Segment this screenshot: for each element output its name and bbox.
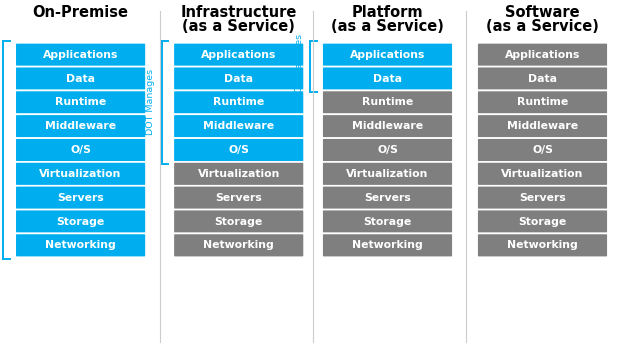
Text: Data: Data xyxy=(66,73,95,84)
FancyBboxPatch shape xyxy=(174,43,304,67)
FancyBboxPatch shape xyxy=(477,233,608,257)
Text: Storage: Storage xyxy=(215,216,263,227)
Text: Data: Data xyxy=(224,73,253,84)
Text: Applications: Applications xyxy=(350,50,425,60)
FancyBboxPatch shape xyxy=(174,186,304,210)
FancyBboxPatch shape xyxy=(322,67,453,90)
Text: Runtime: Runtime xyxy=(517,97,568,107)
Text: Runtime: Runtime xyxy=(213,97,264,107)
Text: Runtime: Runtime xyxy=(55,97,106,107)
Text: Software: Software xyxy=(505,5,580,20)
Text: Networking: Networking xyxy=(352,240,423,250)
Text: Virtualization: Virtualization xyxy=(347,169,428,179)
FancyBboxPatch shape xyxy=(477,210,608,233)
Text: Servers: Servers xyxy=(215,193,262,203)
Text: Storage: Storage xyxy=(56,216,105,227)
Text: Applications: Applications xyxy=(43,50,118,60)
FancyBboxPatch shape xyxy=(322,210,453,233)
Text: (as a Service): (as a Service) xyxy=(331,19,444,34)
FancyBboxPatch shape xyxy=(16,186,146,210)
Text: O/S: O/S xyxy=(228,145,249,155)
FancyBboxPatch shape xyxy=(477,43,608,67)
FancyBboxPatch shape xyxy=(322,43,453,67)
Text: Middleware: Middleware xyxy=(203,121,274,131)
FancyBboxPatch shape xyxy=(322,186,453,210)
Text: Middleware: Middleware xyxy=(45,121,116,131)
FancyBboxPatch shape xyxy=(174,114,304,138)
FancyBboxPatch shape xyxy=(174,90,304,114)
Text: Applications: Applications xyxy=(201,50,277,60)
Text: (as a Service): (as a Service) xyxy=(182,19,295,34)
Text: Platform: Platform xyxy=(352,5,423,20)
Text: Runtime: Runtime xyxy=(362,97,413,107)
FancyBboxPatch shape xyxy=(477,114,608,138)
FancyBboxPatch shape xyxy=(16,90,146,114)
FancyBboxPatch shape xyxy=(174,233,304,257)
FancyBboxPatch shape xyxy=(16,43,146,67)
FancyBboxPatch shape xyxy=(477,138,608,162)
FancyBboxPatch shape xyxy=(322,162,453,186)
Text: Storage: Storage xyxy=(363,216,412,227)
Text: Data: Data xyxy=(528,73,557,84)
FancyBboxPatch shape xyxy=(16,162,146,186)
FancyBboxPatch shape xyxy=(174,138,304,162)
Text: Virtualization: Virtualization xyxy=(40,169,122,179)
FancyBboxPatch shape xyxy=(16,114,146,138)
Text: Virtualization: Virtualization xyxy=(502,169,583,179)
FancyBboxPatch shape xyxy=(16,67,146,90)
Text: Servers: Servers xyxy=(519,193,566,203)
Text: Infrastructure: Infrastructure xyxy=(180,5,297,20)
Text: Middleware: Middleware xyxy=(352,121,423,131)
Text: O/S: O/S xyxy=(377,145,398,155)
FancyBboxPatch shape xyxy=(322,114,453,138)
FancyBboxPatch shape xyxy=(16,233,146,257)
Text: Virtualization: Virtualization xyxy=(198,169,280,179)
Text: DOT Manages: DOT Manages xyxy=(146,69,155,136)
FancyBboxPatch shape xyxy=(477,186,608,210)
Text: (as a Service): (as a Service) xyxy=(486,19,599,34)
Text: Servers: Servers xyxy=(364,193,411,203)
FancyBboxPatch shape xyxy=(16,138,146,162)
Text: Networking: Networking xyxy=(45,240,116,250)
Text: Applications: Applications xyxy=(505,50,580,60)
FancyBboxPatch shape xyxy=(477,162,608,186)
FancyBboxPatch shape xyxy=(322,233,453,257)
Text: Networking: Networking xyxy=(203,240,274,250)
FancyBboxPatch shape xyxy=(477,90,608,114)
FancyBboxPatch shape xyxy=(174,67,304,90)
Text: O/S: O/S xyxy=(532,145,553,155)
FancyBboxPatch shape xyxy=(477,67,608,90)
Text: Data: Data xyxy=(373,73,402,84)
Text: Servers: Servers xyxy=(57,193,104,203)
Text: Middleware: Middleware xyxy=(507,121,578,131)
FancyBboxPatch shape xyxy=(16,210,146,233)
FancyBboxPatch shape xyxy=(174,162,304,186)
Text: O/S: O/S xyxy=(70,145,91,155)
Text: DOT Manages: DOT Manages xyxy=(294,34,304,100)
Text: On-Premise: On-Premise xyxy=(33,5,128,20)
Text: Networking: Networking xyxy=(507,240,578,250)
FancyBboxPatch shape xyxy=(322,138,453,162)
FancyBboxPatch shape xyxy=(322,90,453,114)
FancyBboxPatch shape xyxy=(174,210,304,233)
Text: Storage: Storage xyxy=(518,216,567,227)
